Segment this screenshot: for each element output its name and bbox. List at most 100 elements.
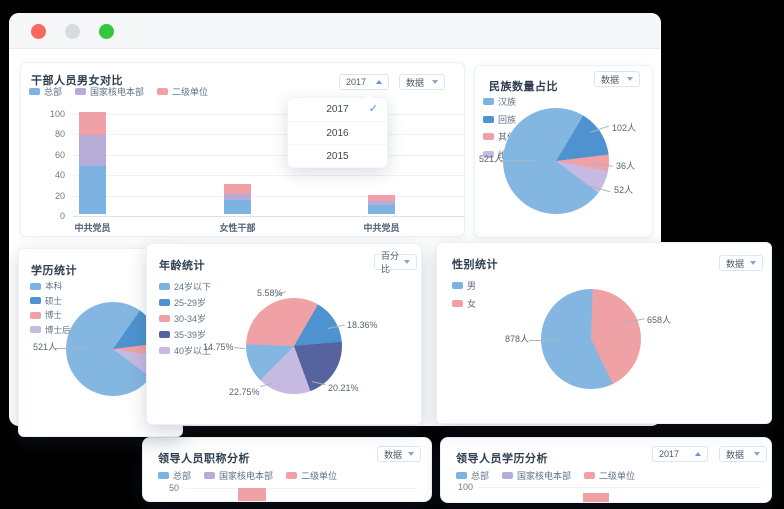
legend-item[interactable]: 总部	[29, 85, 62, 98]
legend-swatch	[456, 472, 467, 479]
chevron-down-icon	[754, 452, 760, 456]
legend-item[interactable]: 国家核电本部	[502, 469, 571, 482]
bar-segment	[79, 134, 106, 167]
card-gender-stats: 性别统计 数据 男 女 878人 658人	[436, 242, 772, 424]
gender-pie-chart	[541, 289, 641, 389]
education-pie-chart	[66, 302, 160, 396]
data-select[interactable]: 数据	[719, 255, 763, 271]
minimize-button[interactable]	[64, 23, 80, 39]
stacked-bar	[79, 112, 106, 214]
bar-segment	[368, 194, 395, 201]
legend-swatch	[30, 326, 41, 333]
x-category-label: 中共党员	[363, 223, 400, 233]
year-select-value: 2017	[346, 77, 367, 87]
y-tick: 0	[59, 211, 65, 221]
card-leader-education-analysis: 领导人员学历分析 2017 数据 总部 国家核电本部 二级单位 100	[440, 437, 772, 503]
legend-item[interactable]: 本科	[30, 280, 71, 292]
bar-segment	[224, 193, 251, 200]
legend-item[interactable]: 总部	[456, 469, 489, 482]
card-title: 年龄统计	[159, 260, 205, 272]
card-leader-position-analysis: 领导人员职称分析 数据 总部 国家核电本部 二级单位 50	[142, 437, 432, 502]
data-select[interactable]: 数据	[399, 74, 445, 90]
legend-item[interactable]: 总部	[158, 469, 191, 482]
pie-callout: 5.58%	[257, 288, 283, 298]
legend-item[interactable]: 博士	[30, 309, 71, 321]
legend-item[interactable]: 博士后	[30, 324, 71, 336]
legend-item[interactable]: 40岁以上	[159, 344, 211, 357]
legend: 男 女	[452, 279, 476, 310]
legend-swatch	[204, 472, 216, 479]
legend-item[interactable]: 国家核电本部	[75, 85, 144, 98]
legend-item[interactable]: 二级单位	[157, 85, 208, 98]
legend-swatch	[483, 115, 494, 123]
chevron-down-icon	[750, 261, 756, 265]
legend: 24岁以下 25-29岁 30-34岁 35-39岁 40岁以上	[159, 280, 211, 357]
maximize-button[interactable]	[98, 23, 114, 39]
menu-item-2015[interactable]: 2015	[288, 144, 387, 167]
gridline	[479, 487, 761, 488]
gridline	[73, 196, 465, 197]
legend-item[interactable]: 二级单位	[584, 469, 635, 482]
year-select[interactable]: 2017	[339, 74, 389, 90]
y-tick: 20	[54, 191, 65, 201]
check-icon: ✓	[368, 103, 378, 115]
card-age-stats: 年龄统计 百分比 24岁以下 25-29岁 30-34岁 35-39岁 40岁以…	[146, 243, 422, 425]
card-ethnic-ratio: 民族数量占比 数据 汉族 回族 其他 维族 102人 36人 52人 521人	[474, 65, 653, 238]
bar-segment	[224, 199, 251, 214]
legend-item[interactable]: 硕士	[30, 295, 71, 307]
callout-line	[529, 340, 561, 341]
bar-segment	[224, 184, 251, 194]
legend-item[interactable]: 汉族	[483, 95, 516, 108]
card-title: 民族数量占比	[489, 81, 558, 93]
legend-item[interactable]: 男	[452, 279, 476, 292]
bar-segment	[368, 200, 395, 205]
legend-item[interactable]: 回族	[483, 113, 516, 126]
legend-item[interactable]: 25-29岁	[159, 296, 211, 309]
close-button[interactable]	[30, 23, 46, 39]
bar-segment	[79, 112, 106, 135]
bar-segment	[238, 488, 266, 501]
legend-swatch	[29, 88, 40, 95]
bar-segment	[79, 166, 106, 214]
menu-item-2016[interactable]: 2016	[288, 121, 387, 144]
legend-item[interactable]: 国家核电本部	[204, 469, 273, 482]
legend-item[interactable]: 其他	[483, 130, 516, 143]
gridline	[185, 488, 417, 489]
legend-swatch	[502, 472, 514, 479]
card-title: 性别统计	[452, 259, 498, 271]
year-select[interactable]: 2017	[652, 446, 708, 462]
unit-select[interactable]: 百分比	[374, 251, 417, 274]
menu-item-2017[interactable]: 2017 ✓	[326, 103, 378, 115]
x-category-label: 中共党员	[74, 223, 111, 233]
bar-segment	[368, 204, 395, 214]
stacked-bar	[224, 184, 251, 214]
legend-swatch	[30, 282, 41, 290]
pie-callout: 521人	[479, 154, 504, 164]
legend-item[interactable]: 二级单位	[286, 469, 337, 482]
chevron-down-icon	[627, 77, 633, 81]
stacked-bar	[368, 194, 395, 214]
legend-swatch	[158, 472, 169, 479]
data-select[interactable]: 数据	[594, 71, 640, 87]
pie-callout: 102人	[612, 123, 637, 133]
chevron-down-icon	[404, 260, 410, 264]
legend-swatch	[157, 88, 169, 95]
legend-swatch	[75, 88, 87, 95]
age-pie-chart	[246, 298, 342, 394]
y-tick: 100	[49, 109, 65, 119]
legend-item[interactable]: 30-34岁	[159, 312, 211, 325]
legend-item[interactable]: 女	[452, 297, 476, 310]
data-select[interactable]: 数据	[377, 446, 421, 462]
data-select[interactable]: 数据	[719, 446, 767, 462]
legend-item[interactable]: 24岁以下	[159, 280, 211, 293]
card-title: 领导人员学历分析	[456, 453, 548, 465]
x-axis-line	[73, 216, 465, 217]
pie-callout: 20.21%	[328, 383, 359, 393]
legend: 本科 硕士 博士 博士后	[30, 280, 71, 336]
legend-swatch	[483, 133, 494, 140]
legend-item[interactable]: 35-39岁	[159, 328, 211, 341]
legend-swatch	[159, 347, 170, 354]
chevron-up-icon	[376, 80, 382, 84]
legend-swatch	[483, 150, 494, 158]
